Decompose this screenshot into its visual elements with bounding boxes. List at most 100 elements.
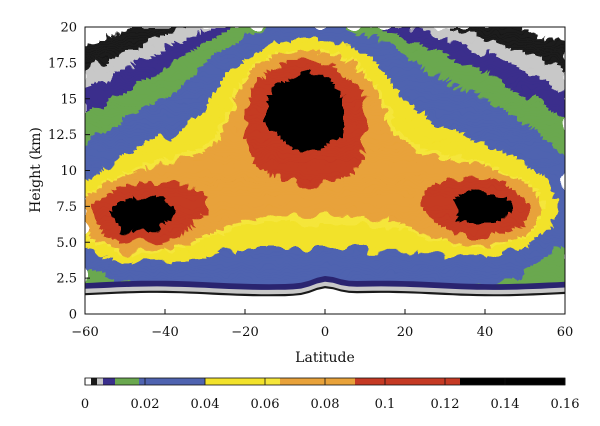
contour-cell bbox=[521, 29, 526, 34]
contour-cell bbox=[89, 124, 94, 129]
contour-cell bbox=[429, 90, 434, 94]
contour-cell bbox=[193, 64, 198, 68]
contour-cell bbox=[237, 58, 242, 63]
contour-cell bbox=[357, 133, 362, 137]
contour-cell bbox=[273, 130, 278, 134]
contour-cell bbox=[229, 64, 234, 68]
contour-cell bbox=[93, 61, 98, 65]
contour-cell bbox=[405, 32, 410, 37]
contour-cell bbox=[481, 29, 486, 34]
contour-cell bbox=[481, 38, 486, 42]
contour-cell bbox=[193, 87, 198, 91]
contour-cell bbox=[277, 70, 282, 74]
contour-cell bbox=[341, 93, 346, 97]
contour-cell bbox=[257, 81, 262, 85]
contour-cell bbox=[269, 124, 274, 129]
contour-cell bbox=[197, 93, 202, 97]
contour-cell bbox=[421, 72, 426, 77]
contour-cell bbox=[461, 87, 466, 91]
contour-cell bbox=[365, 87, 370, 91]
contour-cell bbox=[537, 110, 542, 114]
contour-cell bbox=[229, 38, 234, 42]
contour-cell bbox=[117, 136, 122, 140]
contour-cell bbox=[521, 35, 526, 40]
contour-cell bbox=[417, 104, 422, 108]
contour-cell bbox=[177, 61, 182, 65]
contour-cell bbox=[433, 104, 438, 108]
contour-cell bbox=[109, 75, 114, 80]
contour-cell bbox=[489, 81, 494, 85]
contour-cell bbox=[425, 104, 430, 108]
contour-cell bbox=[501, 67, 506, 71]
contour-cell bbox=[209, 44, 214, 48]
contour-cell bbox=[349, 81, 354, 85]
contour-cell bbox=[325, 144, 330, 149]
contour-cell bbox=[513, 124, 518, 129]
contour-cell bbox=[145, 124, 150, 129]
contour-cell bbox=[281, 55, 286, 60]
contour-cell bbox=[405, 107, 410, 111]
contour-cell bbox=[89, 41, 94, 45]
contour-cell bbox=[321, 98, 326, 103]
contour-cell bbox=[193, 141, 198, 146]
contour-cell bbox=[173, 55, 178, 60]
contour-cell bbox=[341, 44, 346, 48]
contour-cell bbox=[93, 44, 98, 48]
contour-cell bbox=[525, 78, 530, 83]
contour-cell bbox=[125, 38, 130, 42]
contour-cell bbox=[353, 55, 358, 60]
contour-cell bbox=[465, 35, 470, 40]
contour-cell bbox=[413, 90, 418, 94]
contour-cell bbox=[189, 64, 194, 68]
contour-cell bbox=[93, 75, 98, 80]
contour-cell bbox=[377, 32, 382, 37]
contour-cell bbox=[453, 64, 458, 68]
contour-cell bbox=[229, 124, 234, 129]
contour-cell bbox=[357, 141, 362, 146]
contour-cell bbox=[373, 136, 378, 140]
contour-cell bbox=[541, 95, 546, 100]
contour-cell bbox=[489, 75, 494, 80]
contour-cell bbox=[137, 90, 142, 94]
contour-cell bbox=[261, 67, 266, 71]
contour-cell bbox=[373, 118, 378, 123]
contour-cell bbox=[385, 87, 390, 91]
contour-cell bbox=[117, 64, 122, 68]
contour-cell bbox=[317, 90, 322, 94]
contour-cell bbox=[545, 61, 550, 65]
contour-cell bbox=[137, 95, 142, 100]
contour-cell bbox=[305, 67, 310, 71]
contour-cell bbox=[377, 27, 382, 31]
contour-cell bbox=[357, 64, 362, 68]
contour-cell bbox=[369, 138, 374, 143]
contour-cell bbox=[153, 124, 158, 129]
contour-cell bbox=[233, 104, 238, 108]
contour-cell bbox=[273, 58, 278, 63]
contour-cell bbox=[465, 136, 470, 140]
contour-cell bbox=[537, 124, 542, 129]
contour-cell bbox=[317, 95, 322, 100]
contour-cell bbox=[401, 84, 406, 88]
contour-cell bbox=[345, 44, 350, 48]
contour-cell bbox=[169, 38, 174, 42]
contour-cell bbox=[85, 58, 90, 63]
contour-cell bbox=[85, 127, 90, 131]
contour-cell bbox=[453, 72, 458, 77]
contour-cell bbox=[233, 47, 238, 51]
contour-cell bbox=[241, 55, 246, 60]
contour-cell bbox=[553, 55, 558, 60]
contour-cell bbox=[285, 127, 290, 131]
contour-cell bbox=[313, 55, 318, 60]
contour-cell bbox=[317, 113, 322, 117]
contour-cell bbox=[205, 35, 210, 40]
contour-cell bbox=[397, 35, 402, 40]
contour-cell bbox=[229, 118, 234, 123]
contour-cell bbox=[281, 127, 286, 131]
contour-cell bbox=[233, 49, 238, 54]
contour-cell bbox=[561, 121, 565, 126]
contour-cell bbox=[185, 124, 190, 129]
contour-cell bbox=[161, 52, 166, 57]
contour-cell bbox=[281, 38, 286, 42]
contour-cell bbox=[517, 84, 522, 88]
contour-cell bbox=[369, 47, 374, 51]
